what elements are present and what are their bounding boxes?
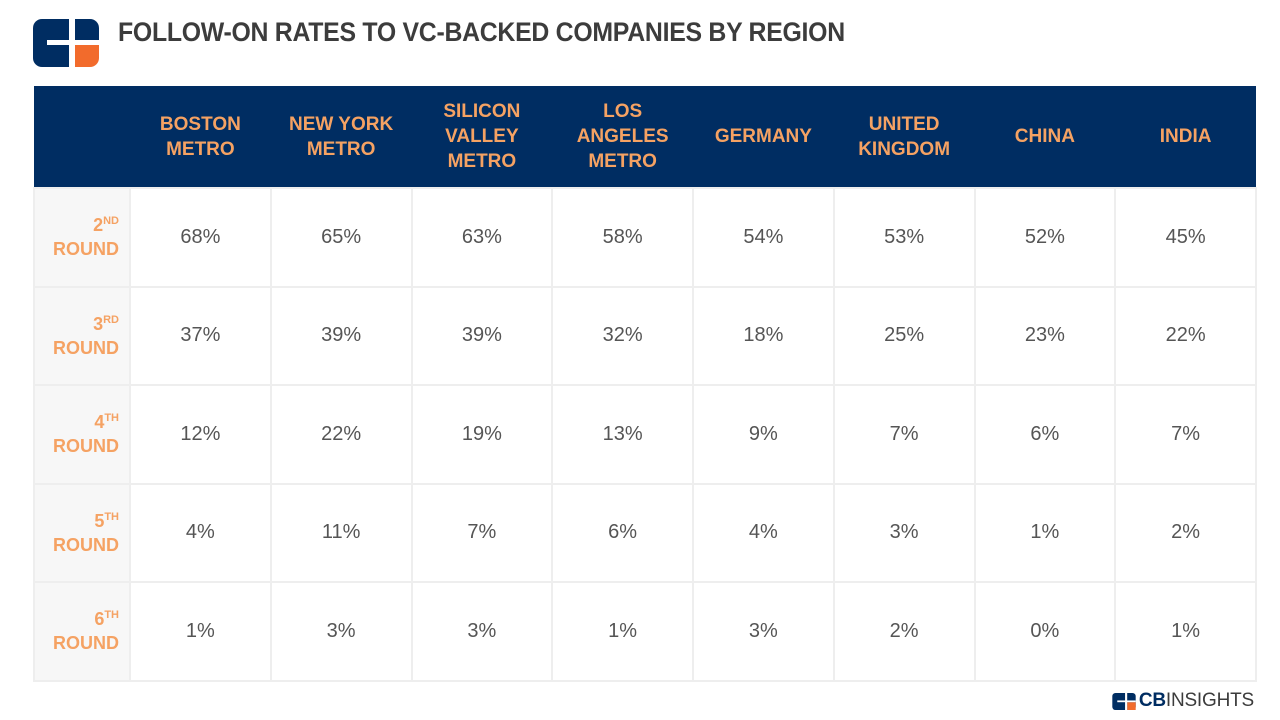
rate-cell: 1% xyxy=(551,581,694,682)
row-label: 3RD ROUND xyxy=(33,285,131,386)
round-word: ROUND xyxy=(53,239,119,260)
rate-cell: 53% xyxy=(832,187,976,288)
row-label: 5TH ROUND xyxy=(33,482,131,583)
rate-cell: 2% xyxy=(832,581,976,682)
table-row: 4TH ROUND 12% 22% 19% 13% 9% 7% 6% 7% xyxy=(33,384,1257,485)
round-word: ROUND xyxy=(53,436,119,457)
rate-cell: 11% xyxy=(269,482,413,583)
rate-cell: 1% xyxy=(1114,581,1257,682)
round-number: 2 xyxy=(93,215,104,236)
rate-cell: 0% xyxy=(973,581,1117,682)
round-word: ROUND xyxy=(53,633,119,654)
rate-cell: 4% xyxy=(129,482,272,583)
rate-cell: 65% xyxy=(269,187,413,288)
rate-cell: 12% xyxy=(129,384,272,485)
column-header: GERMANY xyxy=(714,126,812,147)
column-header: LOS ANGELES METRO xyxy=(576,101,669,172)
header-row: BOSTON METRO NEW YORK METRO SILICON VALLEY… xyxy=(34,86,1256,188)
rate-cell: 63% xyxy=(410,187,554,288)
rate-cell: 45% xyxy=(1114,187,1257,288)
rate-cell: 52% xyxy=(973,187,1117,288)
rate-cell: 22% xyxy=(1114,285,1257,386)
column-header: UNITED KINGDOM xyxy=(858,113,951,160)
rate-cell: 3% xyxy=(410,581,554,682)
rate-cell: 9% xyxy=(692,384,835,485)
rate-cell: 7% xyxy=(832,384,976,485)
rate-cell: 19% xyxy=(410,384,554,485)
rate-cell: 25% xyxy=(832,285,976,386)
column-header: SILICON VALLEY METRO xyxy=(443,101,521,172)
cb-insights-mark-icon xyxy=(1112,692,1136,710)
rate-cell: 37% xyxy=(129,285,272,386)
column-header: CHINA xyxy=(1014,126,1075,147)
brand-wordmark: CBINSIGHTS xyxy=(1139,690,1254,712)
rate-cell: 7% xyxy=(410,482,554,583)
round-ordinal-suffix: RD xyxy=(103,313,119,326)
page-title: FOLLOW-ON RATES TO VC-BACKED COMPANIES B… xyxy=(118,17,845,47)
rate-cell: 68% xyxy=(129,187,272,288)
table-row: 2ND ROUND 68% 65% 63% 58% 54% 53% 52% 45% xyxy=(33,187,1257,288)
rate-cell: 13% xyxy=(551,384,694,485)
table-row: 6TH ROUND 1% 3% 3% 1% 3% 2% 0% 1% xyxy=(33,581,1257,682)
row-label: 4TH ROUND xyxy=(33,384,131,485)
round-word: ROUND xyxy=(53,534,119,555)
rate-cell: 3% xyxy=(269,581,413,682)
brand-footer: CBINSIGHTS xyxy=(1112,690,1254,712)
brand-rest: INSIGHTS xyxy=(1165,690,1254,711)
rate-cell: 2% xyxy=(1114,482,1257,583)
round-ordinal-suffix: TH xyxy=(104,412,119,425)
rate-cell: 4% xyxy=(692,482,835,583)
rate-cell: 23% xyxy=(973,285,1117,386)
rate-cell: 3% xyxy=(832,482,976,583)
round-ordinal-suffix: TH xyxy=(104,609,119,622)
rate-cell: 54% xyxy=(692,187,835,288)
header-corner-cell xyxy=(34,86,130,188)
rate-cell: 22% xyxy=(269,384,413,485)
brand-bold: CB xyxy=(1138,690,1166,711)
rate-cell: 3% xyxy=(692,581,835,682)
rate-cell: 58% xyxy=(551,187,694,288)
round-number: 5 xyxy=(94,510,105,531)
rate-cell: 39% xyxy=(269,285,413,386)
rate-cell: 32% xyxy=(551,285,694,386)
rate-cell: 39% xyxy=(410,285,554,386)
rate-cell: 7% xyxy=(1114,384,1257,485)
round-number: 6 xyxy=(94,609,105,630)
follow-on-rates-table: BOSTON METRO NEW YORK METRO SILICON VALLEY… xyxy=(33,86,1257,682)
table-row: 5TH ROUND 4% 11% 7% 6% 4% 3% 1% 2% xyxy=(33,482,1257,583)
column-header: BOSTON METRO xyxy=(159,113,241,160)
row-label: 6TH ROUND xyxy=(33,581,131,682)
rate-cell: 18% xyxy=(692,285,835,386)
rate-cell: 6% xyxy=(551,482,694,583)
rate-cell: 6% xyxy=(973,384,1117,485)
round-number: 4 xyxy=(94,412,105,433)
round-ordinal-suffix: ND xyxy=(103,215,119,228)
column-header: NEW YORK METRO xyxy=(289,113,394,160)
round-ordinal-suffix: TH xyxy=(104,510,119,523)
table-row: 3RD ROUND 37% 39% 39% 32% 18% 25% 23% 22% xyxy=(33,285,1257,386)
rate-cell: 1% xyxy=(973,482,1117,583)
row-label: 2ND ROUND xyxy=(33,187,131,288)
column-header: INDIA xyxy=(1159,126,1212,147)
round-number: 3 xyxy=(93,313,104,334)
round-word: ROUND xyxy=(53,337,119,358)
rate-cell: 1% xyxy=(129,581,272,682)
cb-insights-logo-icon xyxy=(33,19,99,67)
